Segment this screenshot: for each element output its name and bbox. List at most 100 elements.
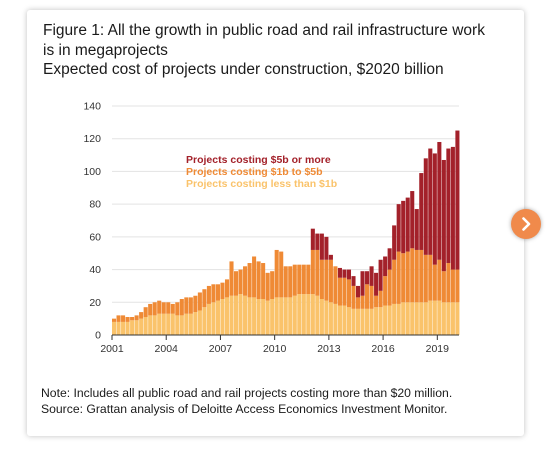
bar-segment-series-0: [270, 299, 275, 335]
bar-segment-series-1: [288, 266, 293, 298]
bar-segment-series-0: [166, 313, 171, 335]
bar-segment-series-0: [365, 308, 370, 335]
bar-segment-series-1: [346, 279, 352, 308]
bar-segment-series-2: [374, 272, 379, 296]
bar-segment-series-1: [215, 284, 220, 301]
bar-segment-series-1: [206, 285, 211, 304]
bar-segment-series-0: [319, 299, 324, 335]
bar-segment-series-2: [351, 276, 356, 286]
y-tick-label: 120: [83, 133, 101, 145]
bar-segment-series-0: [233, 295, 239, 335]
bar-segment-series-1: [365, 284, 370, 309]
bar-segment-series-2: [378, 259, 383, 291]
legend-entry-series-0: Projects costing less than $1b: [186, 178, 337, 190]
bar-segment-series-1: [283, 266, 288, 298]
bar-segment-series-1: [446, 263, 451, 303]
bar-segment-series-2: [383, 256, 388, 277]
stacked-bar-chart: 0 20 40 60 80 100 120 140 2001 2004 2007 2010 2013 20…: [83, 101, 460, 355]
bar-segment-series-0: [229, 295, 234, 335]
bar-segment-series-2: [337, 267, 342, 278]
bar-segment-series-0: [283, 297, 288, 335]
bar-segment-series-1: [170, 303, 175, 314]
legend-entry-series-2: Projects costing $5b or more: [186, 154, 331, 166]
bar-segment-series-1: [301, 264, 306, 295]
bar-segment-series-0: [374, 307, 379, 335]
bar-segment-series-1: [125, 317, 130, 322]
bar-segment-series-0: [369, 308, 374, 335]
bars: [112, 130, 460, 335]
bar-segment-series-0: [215, 300, 220, 335]
bar-segment-series-0: [414, 302, 419, 335]
bar-segment-series-1: [143, 307, 148, 318]
next-slide-button[interactable]: [511, 209, 541, 239]
legend-entry-series-1: Projects costing $1b to $5b: [186, 166, 323, 178]
bar-segment-series-0: [279, 297, 284, 335]
bar-segment-series-1: [243, 266, 248, 296]
bar-segment-series-0: [288, 297, 293, 335]
bar-segment-series-1: [319, 259, 324, 300]
x-tick-label: 2013: [317, 343, 341, 355]
bar-segment-series-1: [157, 300, 162, 314]
figure-title-line-1: Figure 1: All the growth in public road …: [43, 22, 485, 39]
bar-segment-series-2: [396, 204, 401, 252]
bar-segment-series-1: [392, 259, 397, 304]
bar-segment-series-0: [324, 300, 329, 335]
bar-segment-series-1: [306, 264, 311, 295]
bar-segment-series-2: [450, 146, 455, 270]
bar-segment-series-0: [261, 299, 266, 335]
bar-segment-series-0: [197, 310, 202, 335]
bar-segment-series-0: [130, 320, 135, 335]
bar-segment-series-1: [197, 292, 202, 311]
bar-segment-series-1: [383, 276, 388, 306]
bar-segment-series-2: [346, 269, 352, 280]
bar-segment-series-2: [319, 233, 324, 260]
bar-segment-series-0: [179, 315, 184, 335]
bar-segment-series-0: [337, 305, 342, 335]
bar-segment-series-0: [265, 300, 270, 335]
bar-segment-series-1: [328, 259, 333, 303]
bar-segment-series-0: [328, 302, 333, 335]
bar-segment-series-1: [374, 295, 379, 308]
bar-segment-series-0: [125, 321, 130, 335]
bar-segment-series-0: [211, 302, 216, 335]
bar-segment-series-1: [360, 295, 365, 309]
bar-segment-series-2: [355, 285, 361, 298]
bar-segment-series-2: [419, 173, 424, 250]
bar-segment-series-1: [179, 299, 184, 316]
figure-title-line-2: is in megaprojects: [43, 41, 168, 59]
bar-segment-series-1: [252, 256, 257, 298]
bar-segment-series-1: [337, 277, 342, 306]
bar-segment-series-1: [428, 254, 433, 301]
bar-segment-series-0: [274, 297, 279, 335]
bar-segment-series-1: [188, 297, 193, 314]
bar-segment-series-1: [265, 272, 270, 301]
bar-segment-series-0: [188, 313, 193, 335]
bar-segment-series-1: [351, 285, 356, 309]
bar-segment-series-2: [455, 130, 460, 270]
bar-segment-series-1: [211, 284, 216, 303]
bar-segment-series-1: [202, 289, 207, 308]
bar-segment-series-1: [315, 249, 320, 296]
figure-subtitle: Expected cost of projects under construc…: [43, 61, 444, 78]
bar-segment-series-0: [247, 297, 252, 335]
bar-segment-series-2: [369, 266, 374, 286]
bar-segment-series-1: [396, 251, 401, 304]
bar-segment-series-0: [256, 299, 261, 335]
bar-segment-series-2: [428, 148, 433, 255]
y-tick-label: 60: [89, 231, 101, 243]
figure-note: Note: Includes all public road and rail …: [41, 386, 453, 400]
bar-segment-series-1: [233, 271, 239, 296]
bar-segment-series-1: [130, 317, 135, 321]
x-tick-label: 2004: [155, 343, 179, 355]
bar-segment-series-0: [360, 308, 365, 335]
y-tick-label: 80: [89, 199, 101, 211]
bar-segment-series-0: [342, 305, 347, 335]
bar-segment-series-0: [161, 313, 166, 335]
y-tick-label: 140: [83, 101, 101, 113]
bar-segment-series-1: [220, 282, 225, 300]
bar-segment-series-0: [423, 302, 428, 335]
bar-segment-series-1: [139, 312, 144, 319]
bar-segment-series-0: [410, 302, 415, 335]
bar-segment-series-1: [193, 295, 198, 313]
bar-segment-series-1: [292, 264, 297, 296]
